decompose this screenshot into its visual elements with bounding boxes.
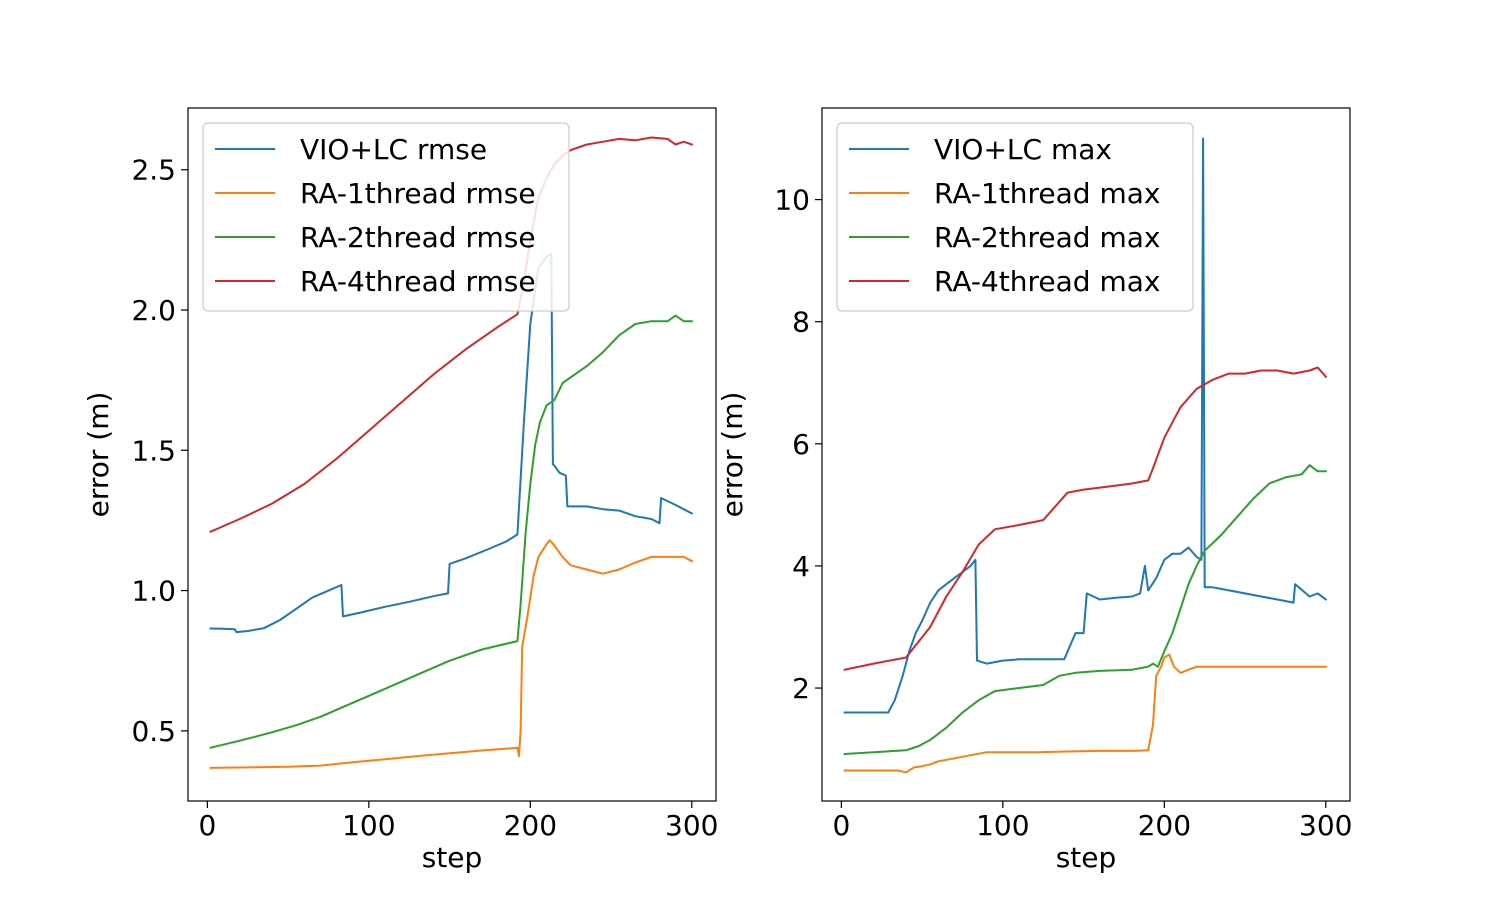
series-line-1 — [843, 653, 1327, 774]
chart-panel-max: 0 100 200 300 2 4 6 8 10 step error (m) VIO+LC max R… — [716, 107, 1353, 874]
legend-box — [202, 122, 570, 312]
y-tick-label: 2.0 — [131, 294, 176, 327]
legend-label: RA-4thread rmse — [300, 265, 536, 298]
y-tick-label: 2.5 — [131, 154, 176, 187]
axes-frame — [821, 107, 1351, 802]
x-tick-label: 0 — [832, 809, 850, 842]
legend-box — [836, 122, 1194, 312]
legend-label: RA-2thread max — [934, 221, 1160, 254]
y-tick-label: 4 — [792, 550, 810, 583]
x-tick-label: 0 — [198, 809, 216, 842]
chart-panel-rmse: 0 100 200 300 0.5 1.0 1.5 2.0 2.5 step error (m) VI… — [82, 107, 719, 874]
axes-frame — [187, 107, 717, 802]
legend-label: VIO+LC rmse — [300, 133, 487, 166]
series-line-0 — [843, 137, 1328, 714]
legend-label: RA-4thread max — [934, 265, 1160, 298]
series-line-1 — [209, 539, 694, 769]
legend: VIO+LC max RA-1thread max RA-2thread max RA… — [836, 122, 1194, 312]
x-tick-label: 200 — [1138, 809, 1191, 842]
x-tick-label: 300 — [665, 809, 718, 842]
legend-label: RA-2thread rmse — [300, 221, 536, 254]
x-axis-label: step — [1056, 841, 1117, 874]
x-tick-label: 300 — [1299, 809, 1352, 842]
x-tick-label: 200 — [504, 809, 557, 842]
series-line-3 — [843, 366, 1328, 671]
y-tick-label: 10 — [774, 184, 810, 217]
legend: VIO+LC rmse RA-1thread rmse RA-2thread rms… — [202, 122, 570, 312]
x-axis-label: step — [422, 841, 483, 874]
y-tick-label: 1.0 — [131, 575, 176, 608]
legend-label: RA-1thread rmse — [300, 177, 536, 210]
series-line-2 — [843, 464, 1327, 756]
y-tick-label: 0.5 — [131, 715, 176, 748]
y-tick-label: 6 — [792, 428, 810, 461]
series-line-0 — [209, 252, 694, 634]
series-line-2 — [209, 314, 693, 749]
y-tick-label: 2 — [792, 672, 810, 705]
y-tick-label: 1.5 — [131, 434, 176, 467]
x-tick-label: 100 — [976, 809, 1029, 842]
y-axis-label: error (m) — [82, 392, 115, 518]
legend-label: RA-1thread max — [934, 177, 1160, 210]
legend-label: VIO+LC max — [934, 133, 1112, 166]
y-tick-label: 8 — [792, 306, 810, 339]
y-axis-label: error (m) — [716, 392, 749, 518]
x-tick-label: 100 — [342, 809, 395, 842]
